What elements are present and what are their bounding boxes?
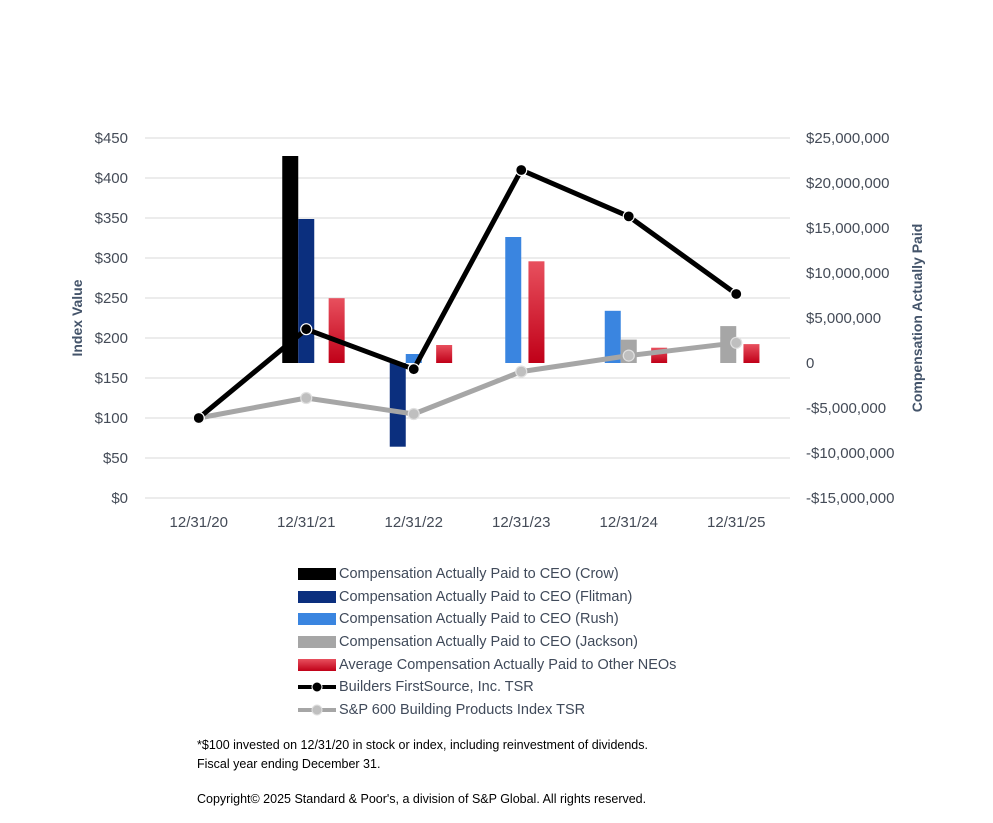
legend-label: Compensation Actually Paid to CEO (Rush) xyxy=(339,611,619,628)
x-tick-label: 12/31/21 xyxy=(277,514,335,531)
point-s-p-600-building-products-index-tsr-12-31-24 xyxy=(622,349,635,362)
right-tick-label: -$5,000,000 xyxy=(806,400,886,417)
legend-label: Compensation Actually Paid to CEO (Jacks… xyxy=(339,634,638,651)
bar-average-compensation-actually-paid-to-other-neos-12-31-23 xyxy=(528,261,545,363)
right-tick-label: -$15,000,000 xyxy=(806,490,894,507)
legend-label: Compensation Actually Paid to CEO (Crow) xyxy=(339,566,619,583)
bar-average-compensation-actually-paid-to-other-neos-12-31-21 xyxy=(328,298,345,363)
legend-swatch xyxy=(298,568,336,581)
legend-item: Average Compensation Actually Paid to Ot… xyxy=(298,653,676,676)
x-tick-label: 12/31/24 xyxy=(600,514,658,531)
legend-swatch xyxy=(298,636,336,649)
bar-compensation-actually-paid-to-ceo-rush--12-31-22 xyxy=(405,354,422,363)
line-s-p-600-building-products-index-tsr xyxy=(198,340,737,421)
point-s-p-600-building-products-index-tsr-12-31-21 xyxy=(300,391,313,405)
left-tick-label: $150 xyxy=(95,370,128,387)
left-axis-ticks: $0 $50 $100 $150 $200 $250 $300 $350 $400 $450 xyxy=(95,130,128,507)
x-tick-label: 12/31/23 xyxy=(492,514,550,531)
right-tick-label: $5,000,000 xyxy=(806,310,881,327)
left-tick-label: $50 xyxy=(103,450,128,467)
bar-compensation-actually-paid-to-ceo-rush--12-31-24 xyxy=(604,310,621,363)
copyright-notice: Copyright© 2025 Standard & Poor's, a div… xyxy=(197,792,647,806)
x-tick-label: 12/31/20 xyxy=(170,514,228,531)
legend: Compensation Actually Paid to CEO (Crow)… xyxy=(298,563,676,721)
legend-line-marker xyxy=(298,681,336,693)
point-builders-firstsource-inc-tsr-12-31-23 xyxy=(515,163,528,177)
legend-item: Compensation Actually Paid to CEO (Rush) xyxy=(298,608,676,631)
legend-label: S&P 600 Building Products Index TSR xyxy=(339,701,586,718)
bar-average-compensation-actually-paid-to-other-neos-12-31-25 xyxy=(743,344,760,363)
point-s-p-600-building-products-index-tsr-12-31-23 xyxy=(515,365,528,378)
right-axis-ticks: -$15,000,000 -$10,000,000 -$5,000,000 0 $5,0… xyxy=(806,130,894,507)
left-tick-label: $100 xyxy=(95,410,128,427)
right-tick-label: -$10,000,000 xyxy=(806,445,894,462)
legend-label: Average Compensation Actually Paid to Ot… xyxy=(339,656,677,673)
legend-label: Compensation Actually Paid to CEO (Flitm… xyxy=(339,588,633,605)
legend-item: S&P 600 Building Products Index TSR xyxy=(298,699,676,722)
gridlines xyxy=(145,137,790,499)
bar-compensation-actually-paid-to-ceo-rush--12-31-23 xyxy=(505,237,522,363)
right-tick-label: $25,000,000 xyxy=(806,130,889,147)
x-tick-label: 12/31/25 xyxy=(707,514,765,531)
x-tick-label: 12/31/22 xyxy=(385,514,443,531)
left-tick-label: $450 xyxy=(95,130,128,147)
legend-swatch xyxy=(298,613,336,626)
line-series xyxy=(192,163,743,425)
legend-line-marker xyxy=(298,704,336,716)
bar-compensation-actually-paid-to-ceo-flitman--12-31-22 xyxy=(389,363,406,447)
chart-area: $0 $50 $100 $150 $200 $250 $300 $350 $400 $450 -$… xyxy=(69,130,925,531)
left-tick-label: $350 xyxy=(95,210,128,227)
right-tick-label: $15,000,000 xyxy=(806,220,889,237)
left-tick-label: $300 xyxy=(95,250,128,267)
point-builders-firstsource-inc-tsr-12-31-21 xyxy=(300,323,313,336)
point-builders-firstsource-inc-tsr-12-31-24 xyxy=(622,210,635,223)
left-tick-label: $0 xyxy=(111,490,128,507)
point-s-p-600-building-products-index-tsr-12-31-25 xyxy=(730,336,743,349)
footnotes: *$100 invested on 12/31/20 in stock or i… xyxy=(197,736,648,773)
point-builders-firstsource-inc-tsr-12-31-22 xyxy=(407,363,420,376)
bar-compensation-actually-paid-to-ceo-flitman--12-31-21 xyxy=(298,219,315,363)
left-tick-label: $250 xyxy=(95,290,128,307)
point-s-p-600-building-products-index-tsr-12-31-22 xyxy=(407,407,420,421)
footnote-fiscal-year: Fiscal year ending December 31. xyxy=(197,756,381,771)
x-axis-ticks: 12/31/20 12/31/21 12/31/22 12/31/23 12/31/24… xyxy=(170,514,766,531)
right-tick-label: $20,000,000 xyxy=(806,175,889,192)
right-tick-label: 0 xyxy=(806,355,814,372)
legend-item: Builders FirstSource, Inc. TSR xyxy=(298,676,676,699)
right-tick-label: $10,000,000 xyxy=(806,265,889,282)
left-tick-label: $400 xyxy=(95,170,128,187)
legend-label: Builders FirstSource, Inc. TSR xyxy=(339,679,534,696)
bar-average-compensation-actually-paid-to-other-neos-12-31-22 xyxy=(436,345,453,363)
point-builders-firstsource-inc-tsr-12-31-25 xyxy=(730,287,743,301)
legend-swatch xyxy=(298,590,336,603)
point-builders-firstsource-inc-tsr-12-31-20 xyxy=(192,411,205,425)
legend-item: Compensation Actually Paid to CEO (Flitm… xyxy=(298,586,676,609)
bar-compensation-actually-paid-to-ceo-crow--12-31-21 xyxy=(282,156,299,363)
legend-swatch xyxy=(298,658,336,671)
legend-item: Compensation Actually Paid to CEO (Crow) xyxy=(298,563,676,586)
left-tick-label: $200 xyxy=(95,330,128,347)
footnote-investment: *$100 invested on 12/31/20 in stock or i… xyxy=(197,738,648,752)
legend-item: Compensation Actually Paid to CEO (Jacks… xyxy=(298,631,676,654)
left-axis-title: Index Value xyxy=(69,279,85,356)
right-axis-title: Compensation Actually Paid xyxy=(909,224,925,413)
line-builders-firstsource-inc-tsr xyxy=(197,167,738,420)
